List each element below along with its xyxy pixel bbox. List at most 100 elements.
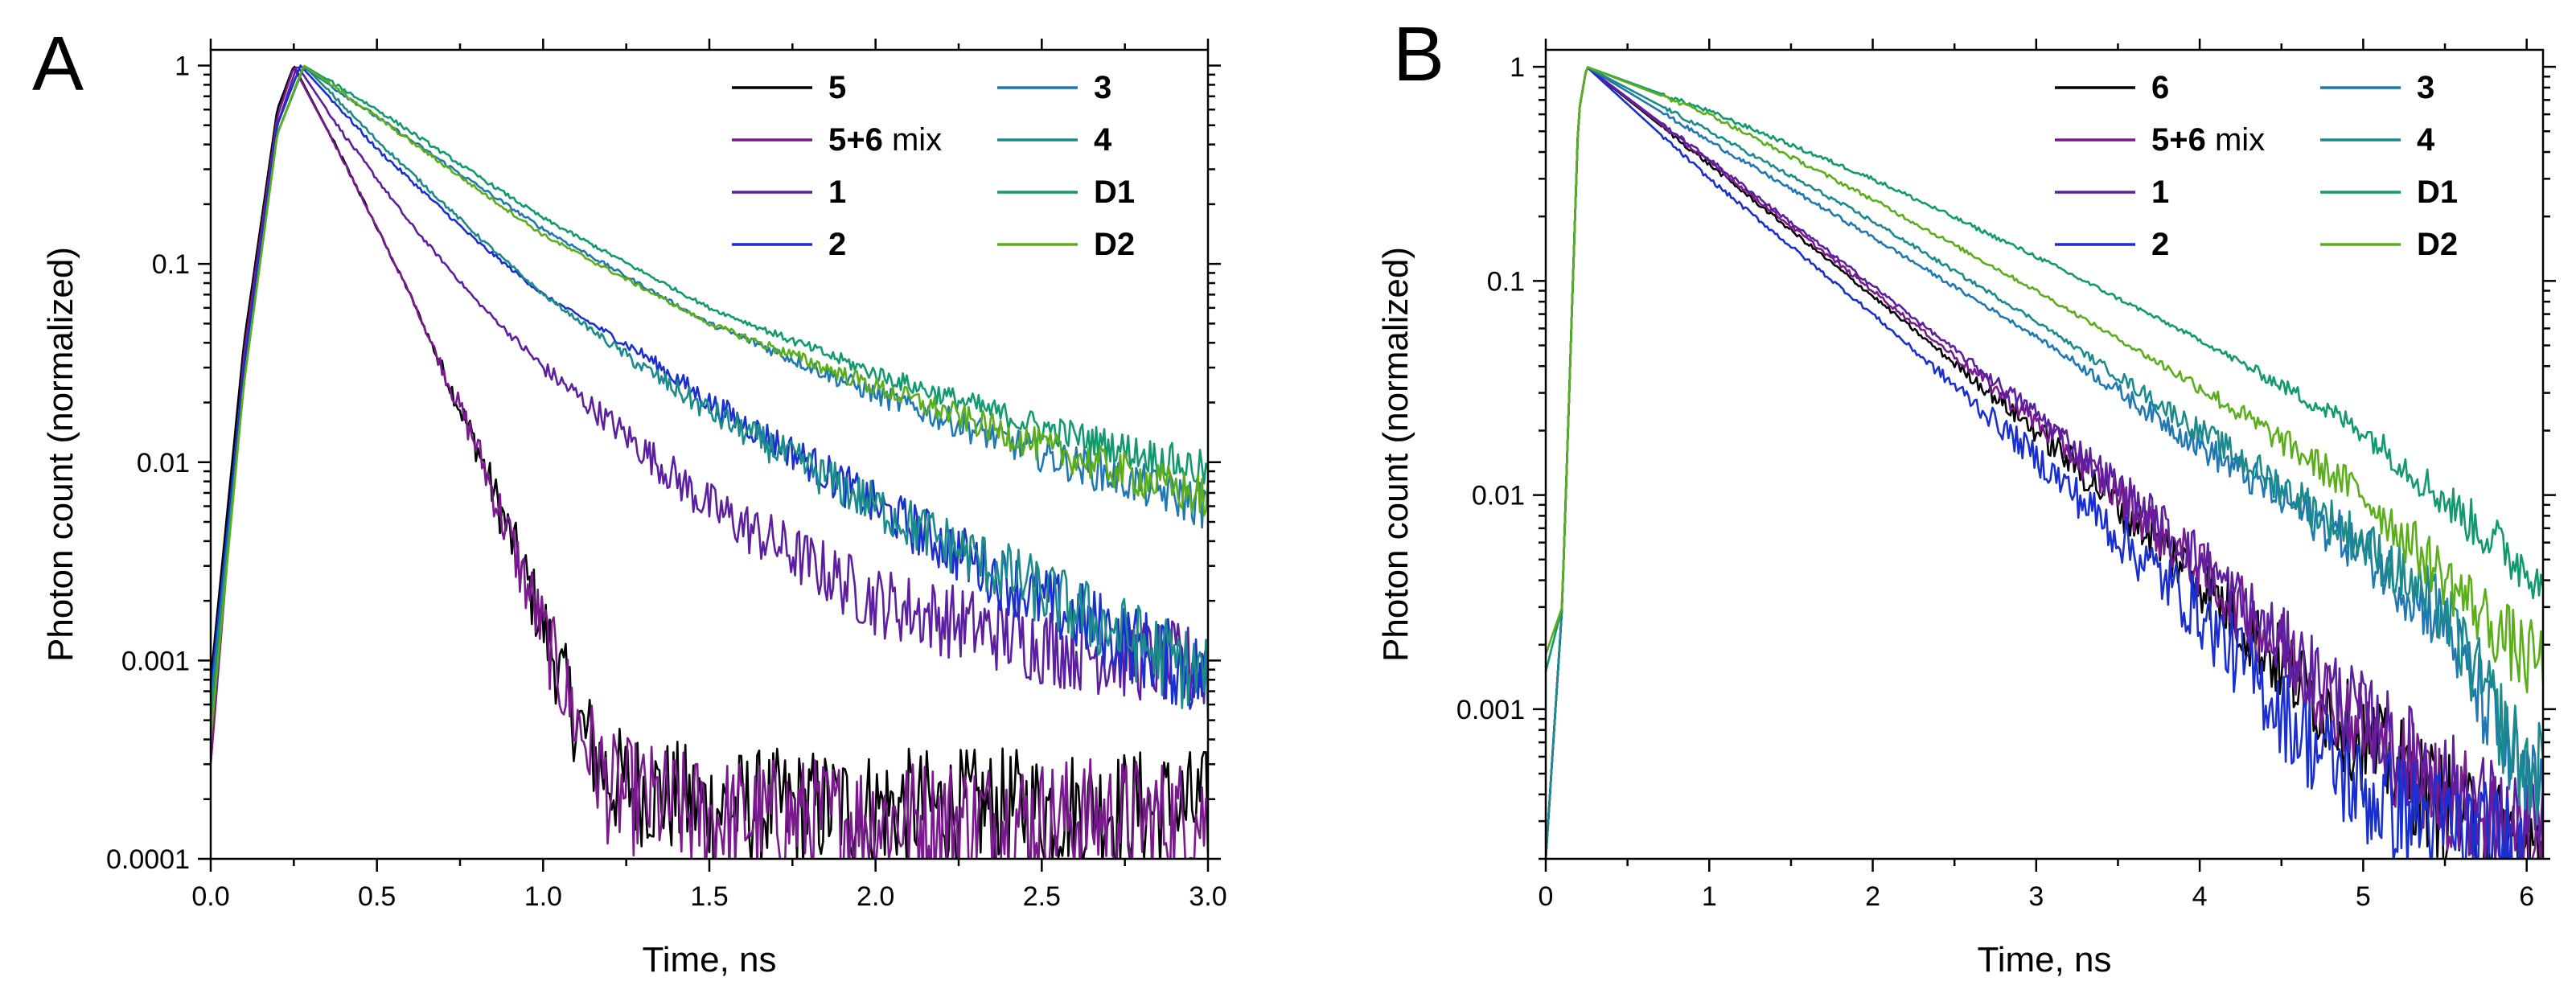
y-tick-label: 1 — [175, 51, 190, 82]
series-line-D2 — [1546, 66, 2543, 694]
plot-frame — [1544, 48, 2545, 860]
series-line-6 — [1546, 66, 2543, 859]
legend-label-bold: 5+6 — [2151, 122, 2206, 158]
legend-label: 4 — [1094, 122, 1112, 158]
x-tick-label: 2.5 — [1023, 881, 1061, 912]
legend-item: 4 — [997, 122, 1112, 158]
legend-item: 6 — [2055, 70, 2169, 105]
legend-label-bold: 5+6 — [828, 122, 883, 158]
panel-label: B — [1393, 11, 1444, 97]
legend-item: D1 — [2320, 175, 2458, 210]
legend-item: 5 — [732, 70, 846, 105]
legend-item: 4 — [2320, 122, 2435, 158]
y-tick-label: 0.1 — [1487, 266, 1525, 297]
legend: 5 5+6 mix 1 2 3 4 D1 D2 — [732, 70, 1135, 262]
series-line-D2 — [211, 64, 1208, 740]
x-tick-label: 1.0 — [524, 881, 562, 912]
legend-item: D2 — [2320, 227, 2458, 262]
legend-label-bold: 4 — [2417, 122, 2435, 158]
legend-item: D1 — [997, 175, 1135, 210]
series-line-2 — [1546, 66, 2531, 859]
legend-label: 2 — [2151, 227, 2169, 262]
legend-label: 3 — [1094, 70, 1111, 105]
legend-label-bold: D2 — [2417, 227, 2458, 262]
legend-label-bold: 1 — [2151, 175, 2169, 210]
x-tick-label: 1 — [1702, 881, 1717, 912]
legend-label: 6 — [2151, 70, 2169, 105]
plot-frame — [209, 48, 1210, 860]
legend-label-bold: D1 — [2417, 175, 2458, 210]
panel-label: A — [32, 21, 84, 107]
legend-label: 1 — [828, 175, 846, 210]
legend-label-bold: 5 — [828, 70, 846, 105]
legend-label-bold: 3 — [2417, 70, 2434, 105]
legend-label-bold: D2 — [1094, 227, 1135, 262]
series-group — [211, 64, 1208, 859]
x-axis-title: Time, ns — [1977, 940, 2111, 979]
series-line-4 — [211, 65, 1208, 721]
legend-item: 3 — [997, 70, 1111, 105]
x-tick-label: 2 — [1865, 881, 1880, 912]
legend-label: 5+6 mix — [2151, 122, 2265, 158]
legend-item: 2 — [2055, 227, 2169, 262]
legend-item: 3 — [2320, 70, 2434, 105]
legend-label-bold: 2 — [2151, 227, 2169, 262]
legend-label-bold: 2 — [828, 227, 846, 262]
legend-item: D2 — [997, 227, 1135, 262]
legend-label: 3 — [2417, 70, 2434, 105]
y-axis-title: Photon count (normalized) — [41, 247, 80, 662]
legend: 6 5+6 mix 1 2 3 4 D1 D2 — [2055, 70, 2458, 262]
y-tick-label: 0.01 — [1472, 481, 1525, 511]
panel-b: 0 1 2 3 4 5 6 0.001 0.01 0.1 1 Time, ns Photon count… — [1376, 11, 2556, 979]
y-axis-title: Photon count (normalized) — [1376, 247, 1415, 662]
legend-label: 2 — [828, 227, 846, 262]
legend-item: 5+6 mix — [2055, 122, 2265, 158]
y-tick-label: 0.001 — [1456, 695, 1525, 725]
legend-label: 1 — [2151, 175, 2169, 210]
x-tick-label: 0.5 — [358, 881, 396, 912]
x-tick-label: 3.0 — [1189, 881, 1226, 912]
legend-label-bold: 1 — [828, 175, 846, 210]
x-tick-label: 2.0 — [857, 881, 894, 912]
legend-label-suffix: mix — [883, 122, 942, 158]
legend-label: D1 — [2417, 175, 2458, 210]
legend-label-suffix: mix — [2206, 122, 2265, 158]
legend-label: D2 — [1094, 227, 1135, 262]
legend-label: 4 — [2417, 122, 2435, 158]
legend-label-bold: 6 — [2151, 70, 2169, 105]
legend-label: 5 — [828, 70, 846, 105]
legend-label-bold: 4 — [1094, 122, 1112, 158]
x-tick-label: 0 — [1539, 881, 1554, 912]
x-tick-label: 4 — [2192, 881, 2208, 912]
x-tick-label: 1.5 — [690, 881, 728, 912]
series-line-3 — [1546, 66, 2543, 859]
x-tick-label: 0.0 — [191, 881, 229, 912]
series-line-1 — [211, 66, 1208, 705]
legend-item: 2 — [732, 227, 846, 262]
legend-item: 1 — [2055, 175, 2169, 210]
y-tick-label: 0.0001 — [106, 844, 190, 875]
series-line-D1 — [1546, 66, 2543, 672]
y-tick-label: 0.001 — [121, 646, 190, 676]
legend-label-bold: D1 — [1094, 175, 1135, 210]
series-line-1 — [1546, 66, 2543, 859]
legend-item: 5+6 mix — [732, 122, 942, 158]
legend-label: D2 — [2417, 227, 2458, 262]
y-tick-label: 0.01 — [137, 448, 190, 478]
panel-a: 0.0 0.5 1.0 1.5 2.0 2.5 3.0 0.0001 0.001 0.01 0.1 1… — [32, 21, 1227, 979]
x-tick-label: 5 — [2356, 881, 2371, 912]
series-line-4 — [1546, 66, 2543, 859]
legend-label: 5+6 mix — [828, 122, 942, 158]
x-tick-label: 3 — [2028, 881, 2044, 912]
y-tick-label: 1 — [1510, 52, 1525, 83]
series-line-5-6-mix — [211, 67, 1208, 859]
x-axis-title: Time, ns — [642, 940, 776, 979]
series-group — [1546, 66, 2543, 859]
legend-label: D1 — [1094, 175, 1135, 210]
series-line-5 — [211, 65, 1208, 859]
y-tick-label: 0.1 — [152, 249, 190, 280]
x-tick-label: 6 — [2519, 881, 2534, 912]
legend-label-bold: 3 — [1094, 70, 1111, 105]
series-line-2 — [211, 64, 1208, 710]
